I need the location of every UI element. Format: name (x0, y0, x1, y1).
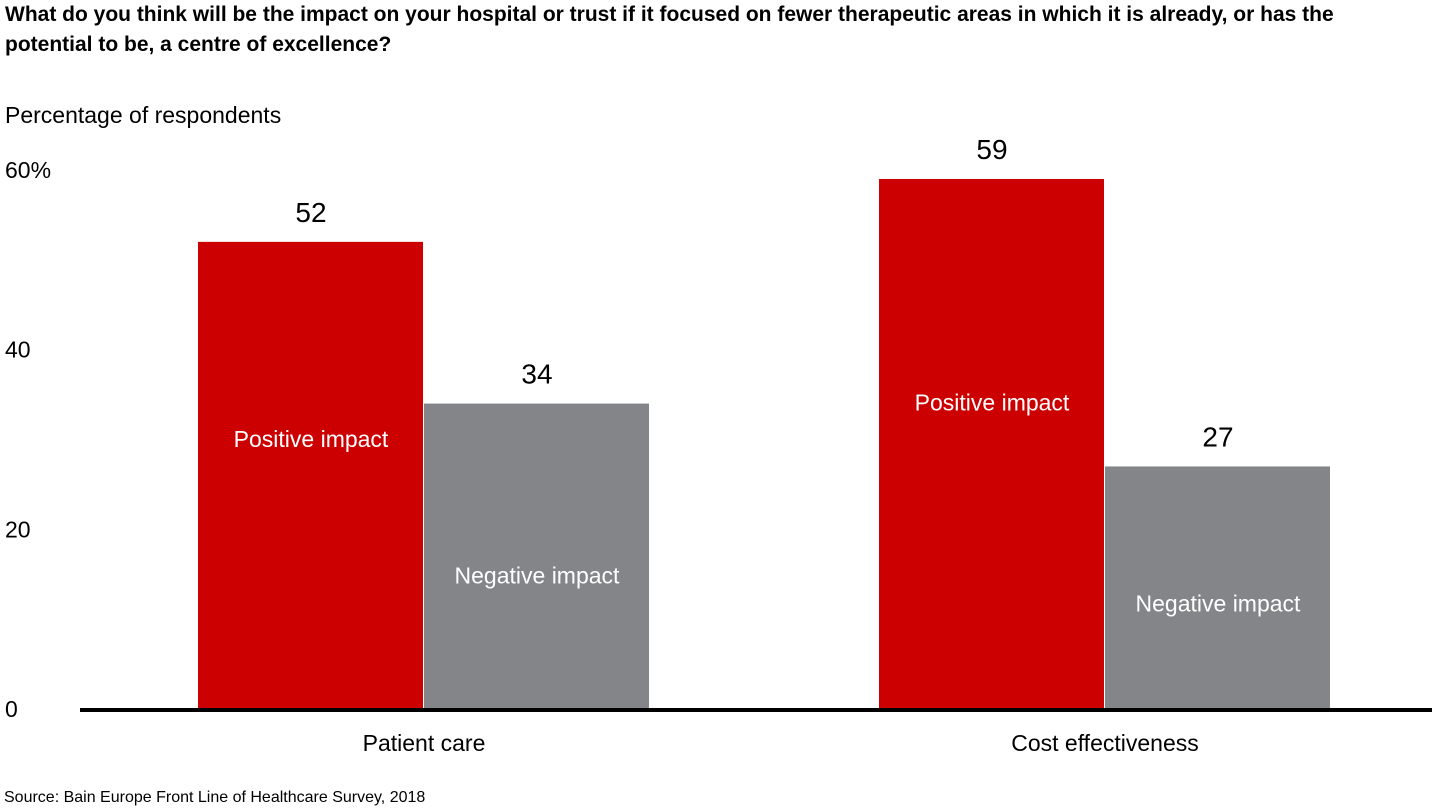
bar-cost-effectiveness-negative-impact (1105, 466, 1330, 709)
y-axis-label: Percentage of respondents (5, 102, 282, 128)
y-tick-label: 20 (5, 516, 31, 542)
bar-chart: 52 Positive impact 34 Negative impact 59 Posi… (5, 134, 1432, 756)
chart-title: What do you think will be the impact on … (5, 3, 1334, 56)
y-tick-label: 40 (5, 337, 31, 363)
series-label-cost-effectiveness-negative-impact: Negative impact (1136, 590, 1302, 616)
bars-group: 52 Positive impact 34 Negative impact 59 Posi… (198, 134, 1330, 709)
y-tick-label: 60% (5, 157, 51, 183)
data-label-patient-care-negative-impact: 34 (521, 359, 552, 390)
y-tick-label: 0 (5, 696, 18, 722)
bar-patient-care-negative-impact (424, 403, 649, 709)
x-category-label: Patient care (363, 730, 486, 756)
y-ticks-group: 0 20 40 60% (5, 157, 51, 722)
data-label-cost-effectiveness-positive-impact: 59 (976, 134, 1007, 165)
x-categories-group: Patient care Cost effectiveness (363, 730, 1199, 756)
x-category-label: Cost effectiveness (1011, 730, 1199, 756)
bar-patient-care-positive-impact (198, 241, 423, 709)
series-label-patient-care-negative-impact: Negative impact (455, 563, 621, 589)
data-label-cost-effectiveness-negative-impact: 27 (1202, 421, 1233, 452)
bar-cost-effectiveness-positive-impact (879, 178, 1104, 709)
series-label-patient-care-positive-impact: Positive impact (234, 426, 389, 452)
source-note: Source: Bain Europe Front Line of Health… (4, 789, 426, 806)
data-label-patient-care-positive-impact: 52 (295, 197, 326, 228)
series-label-cost-effectiveness-positive-impact: Positive impact (915, 390, 1070, 416)
